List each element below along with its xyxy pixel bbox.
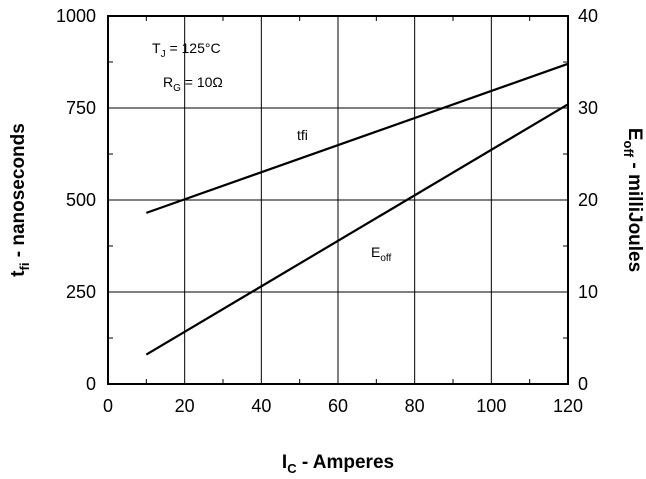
y-right-tick-label-40: 40 bbox=[578, 6, 598, 26]
x-tick-label-0: 0 bbox=[103, 396, 113, 416]
x-tick-label-20: 20 bbox=[175, 396, 195, 416]
plot-frame bbox=[107, 15, 569, 385]
series-line-tfi bbox=[145, 62, 569, 214]
bottom-tick-labels: 0 20 40 60 80 100 120 bbox=[103, 396, 583, 416]
y-left-tick-label-1000: 1000 bbox=[56, 6, 96, 26]
y-left-tick-label-0: 0 bbox=[86, 374, 96, 394]
x-axis-title: IC - Amperes bbox=[282, 452, 394, 476]
y-right-tick-label-10: 10 bbox=[578, 282, 598, 302]
series-line-eoff bbox=[145, 103, 569, 356]
x-tick-label-80: 80 bbox=[405, 396, 425, 416]
y-right-tick-label-0: 0 bbox=[578, 374, 588, 394]
series-layer bbox=[145, 62, 569, 356]
y-left-tick-label-250: 250 bbox=[66, 282, 96, 302]
x-tick-label-120: 120 bbox=[553, 396, 583, 416]
right-tick-labels: 0 10 20 30 40 bbox=[578, 6, 598, 394]
y-right-axis-title: Eoff - milliJoules bbox=[621, 128, 645, 272]
grid bbox=[107, 15, 569, 385]
annotation-tj: TJ = 125°C bbox=[152, 40, 221, 60]
y-right-tick-label-20: 20 bbox=[578, 190, 598, 210]
y-right-tick-label-30: 30 bbox=[578, 98, 598, 118]
plot-border bbox=[107, 15, 569, 385]
x-tick-label-40: 40 bbox=[251, 396, 271, 416]
series-label-eoff: Eoff bbox=[371, 244, 392, 264]
annotation-rg: RG = 10Ω bbox=[163, 74, 223, 94]
x-tick-label-60: 60 bbox=[328, 396, 348, 416]
y-left-tick-label-750: 750 bbox=[66, 98, 96, 118]
y-left-tick-label-500: 500 bbox=[66, 190, 96, 210]
y-left-axis-title: tfi - nanoseconds bbox=[8, 123, 32, 277]
left-tick-labels: 0 250 500 750 1000 bbox=[56, 6, 96, 394]
x-tick-label-100: 100 bbox=[476, 396, 506, 416]
series-label-tfi: tfi bbox=[297, 127, 308, 143]
